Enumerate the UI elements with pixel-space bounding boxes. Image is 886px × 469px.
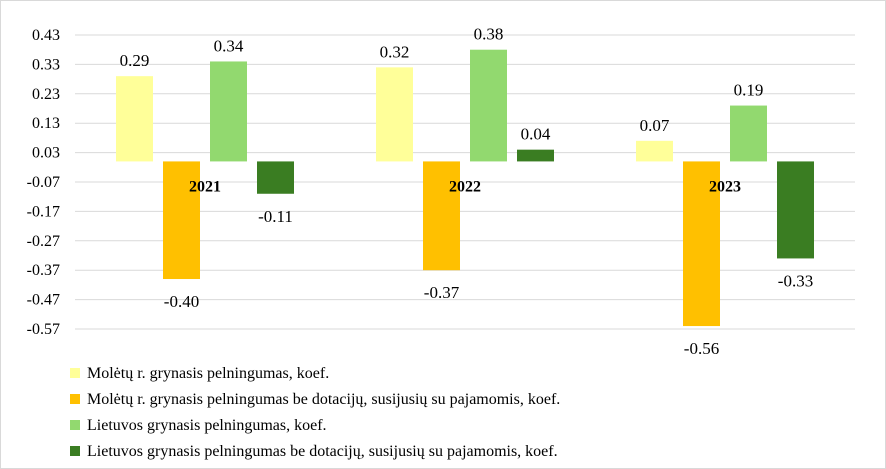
data-label: 0.07 bbox=[640, 116, 670, 135]
bar bbox=[517, 149, 554, 162]
y-tick-label: -0.57 bbox=[27, 321, 60, 338]
bar bbox=[423, 161, 460, 271]
bar bbox=[730, 105, 767, 162]
bar bbox=[376, 67, 413, 162]
legend-label: Lietuvos grynasis pelningumas, koef. bbox=[87, 417, 327, 434]
data-label: 0.29 bbox=[120, 51, 150, 70]
category-label: 2021 bbox=[189, 178, 221, 195]
bar bbox=[257, 161, 294, 194]
legend: Molėtų r. grynasis pelningumas, koef. Mol… bbox=[70, 365, 560, 460]
bar bbox=[683, 161, 720, 327]
bars bbox=[116, 49, 814, 327]
legend-swatch bbox=[70, 420, 80, 430]
y-tick-label: -0.07 bbox=[27, 174, 60, 191]
y-tick-label: -0.47 bbox=[27, 292, 60, 309]
bar bbox=[210, 61, 247, 162]
gridlines bbox=[75, 34, 855, 330]
bar bbox=[163, 161, 200, 280]
data-label: 0.32 bbox=[380, 42, 410, 61]
y-tick-label: 0.13 bbox=[32, 115, 60, 132]
data-label: -0.11 bbox=[258, 207, 293, 226]
legend-label: Molėtų r. grynasis pelningumas be dotaci… bbox=[87, 391, 560, 408]
y-tick-label: 0.33 bbox=[32, 56, 60, 73]
legend-swatch bbox=[70, 394, 80, 404]
bar bbox=[470, 49, 507, 162]
data-label: 0.38 bbox=[474, 25, 504, 44]
y-tick-label: -0.27 bbox=[27, 233, 60, 250]
legend-swatch bbox=[70, 446, 80, 456]
category-label: 2022 bbox=[449, 178, 481, 195]
legend-label: Molėtų r. grynasis pelningumas, koef. bbox=[87, 365, 329, 382]
y-tick-label: 0.43 bbox=[32, 27, 60, 44]
legend-label: Lietuvos grynasis pelningumas be dotacij… bbox=[87, 443, 558, 460]
data-label: 0.19 bbox=[734, 81, 764, 100]
bar bbox=[636, 140, 673, 162]
y-tick-label: -0.37 bbox=[27, 262, 60, 279]
y-tick-label: -0.17 bbox=[27, 203, 60, 220]
bar bbox=[116, 76, 153, 162]
data-labels: 0.29 -0.40 0.34 -0.11 0.32 -0.37 0.38 0.04 0.07 -… bbox=[120, 25, 814, 358]
data-label: -0.37 bbox=[424, 283, 460, 302]
legend-swatch bbox=[70, 368, 80, 378]
data-label: 0.34 bbox=[214, 36, 244, 55]
category-labels: 2021 2022 2023 bbox=[189, 178, 741, 195]
category-label: 2023 bbox=[709, 178, 741, 195]
data-label: -0.40 bbox=[164, 292, 199, 311]
bar bbox=[777, 161, 814, 259]
y-tick-label: 0.03 bbox=[32, 145, 60, 162]
y-axis: 0.43 0.33 0.23 0.13 0.03 -0.07 -0.17 -0.27 -0.37… bbox=[27, 27, 60, 338]
y-tick-label: 0.23 bbox=[32, 86, 60, 103]
data-label: -0.33 bbox=[778, 271, 813, 290]
data-label: 0.04 bbox=[521, 125, 551, 144]
data-label: -0.56 bbox=[684, 339, 719, 358]
